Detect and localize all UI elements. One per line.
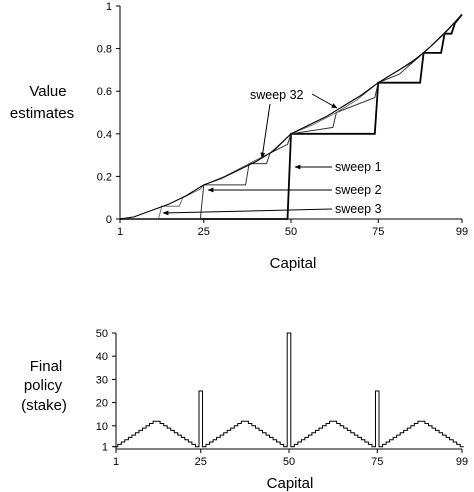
annotation-sweep-3: sweep 3 <box>335 202 382 216</box>
bottom-y-tick-label-0: 1 <box>102 442 108 454</box>
bottom-xlabel: Capital <box>267 475 314 492</box>
bottom-x-tick-label-25: 25 <box>195 456 207 468</box>
annotation-sweep-1: sweep 1 <box>335 160 382 174</box>
bottom-y-tick-label-4: 40 <box>96 351 108 363</box>
bottom-x-tick-label-1: 1 <box>113 456 119 468</box>
top-x-tick-label-99: 99 <box>456 226 468 238</box>
top-x-tick-label-25: 25 <box>198 226 210 238</box>
top-y-tick-label-3: 0.6 <box>97 86 112 98</box>
bottom-ylabel-line-3: (stake) <box>21 397 67 414</box>
bottom-y-tick-label-2: 20 <box>96 398 108 410</box>
bottom-x-tick-label-99: 99 <box>456 456 468 468</box>
bottom-x-tick-label-50: 50 <box>283 456 295 468</box>
top-y-tick-label-0: 0 <box>106 214 112 226</box>
top-x-tick-label-1: 1 <box>117 226 123 238</box>
top-y-tick-label-1: 0.2 <box>97 171 112 183</box>
top-x-tick-label-50: 50 <box>285 226 297 238</box>
top-y-tick-label-4: 0.8 <box>97 44 112 56</box>
series-line-sweep-1 <box>120 13 463 220</box>
annotation-sweep-2: sweep 2 <box>335 183 382 197</box>
top-ylabel-line-2: estimates <box>10 105 74 122</box>
bottom-y-tick-label-1: 10 <box>96 421 108 433</box>
top-ylabel-line-1: Value <box>29 83 66 100</box>
bottom-y-tick-label-5: 50 <box>96 328 108 340</box>
series-line-sweep-2 <box>120 14 463 220</box>
top-y-tick-label-5: 1 <box>106 1 112 13</box>
bottom-x-tick-label-75: 75 <box>371 456 383 468</box>
arrow-sweep-3 <box>162 208 333 216</box>
annotation-sweep-32: sweep 32 <box>250 88 304 102</box>
top-y-tick-label-2: 0.4 <box>97 129 112 141</box>
series-line-sweep-3 <box>120 14 463 220</box>
bottom-ylabel-line-1: Final <box>30 358 63 375</box>
arrow-sweep-32-b <box>311 93 338 109</box>
policy-staircase <box>114 332 464 448</box>
bottom-ylabel-line-2: policy <box>24 377 63 394</box>
bottom-y-tick-label-3: 30 <box>96 374 108 386</box>
top-x-tick-label-75: 75 <box>372 226 384 238</box>
series-line-sweep-32 <box>119 14 463 220</box>
top-xlabel: Capital <box>270 255 317 272</box>
arrow-sweep-32-a <box>260 103 271 159</box>
